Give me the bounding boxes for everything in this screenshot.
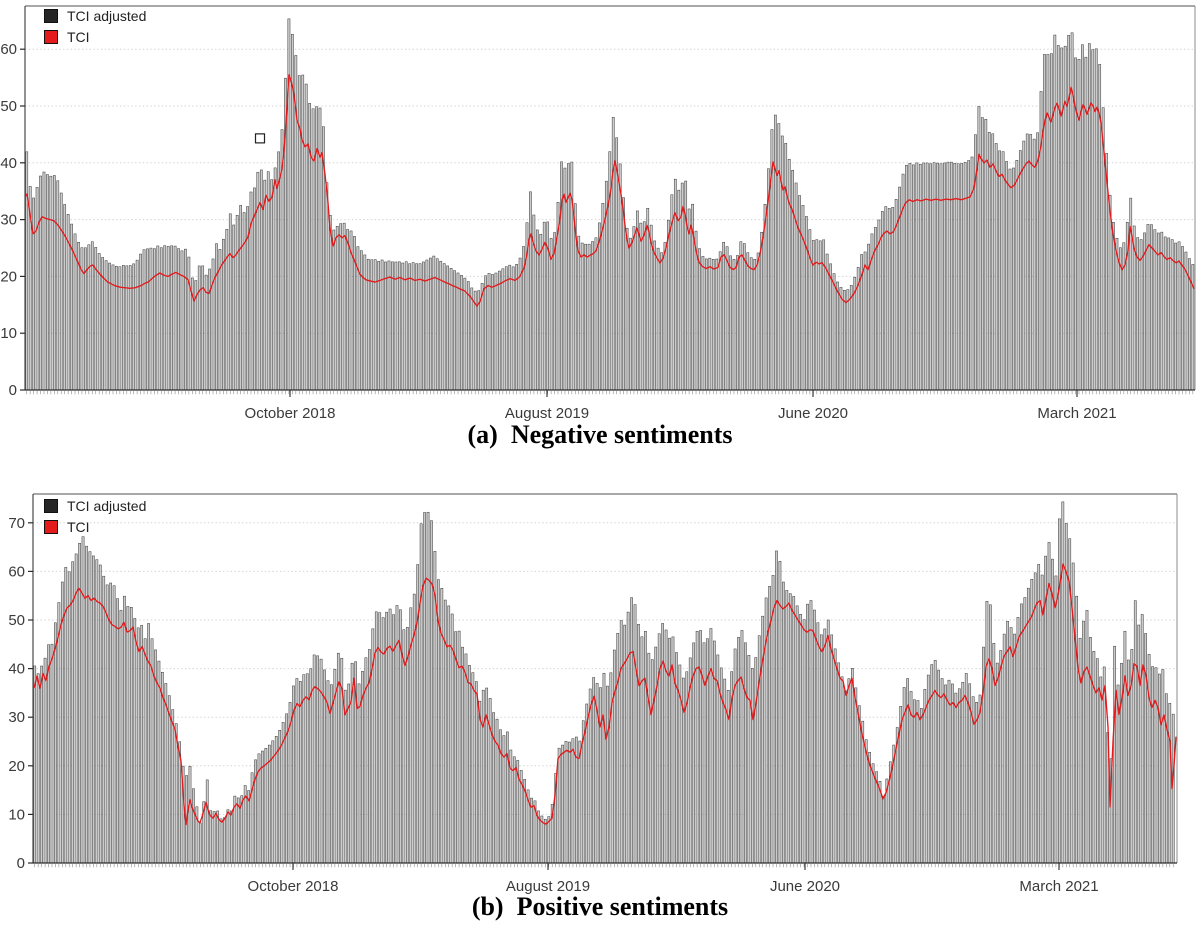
y-tick-label-20: 20	[0, 268, 17, 285]
chart-canvas-negative: 0 10 20 30 40 50 60 October 2018 August 2019 June…	[0, 5, 1196, 422]
y-tick-label-40: 40	[0, 155, 17, 172]
x-tick-label: June 2020	[778, 405, 848, 422]
chart-canvas-positive: 0 10 20 30 40 50 60 70 October 2018 August 2019 Ju…	[8, 493, 1178, 895]
x-tick-label: October 2018	[248, 878, 339, 895]
y-tick-label-50: 50	[0, 98, 17, 115]
y-tick-label-30: 30	[8, 709, 25, 726]
tci-line-positive	[33, 563, 1177, 826]
x-tick-label: March 2021	[1037, 405, 1116, 422]
y-tick-label-10: 10	[0, 325, 17, 342]
y-tick-label-0: 0	[9, 382, 17, 399]
x-tick-label: June 2020	[770, 878, 840, 895]
open-square-marker	[254, 133, 266, 144]
y-tick-label-20: 20	[8, 758, 25, 775]
y-tick-label-10: 10	[8, 806, 25, 823]
y-tick-label-40: 40	[8, 661, 25, 678]
x-tick-label: August 2019	[506, 878, 590, 895]
tci-line-negative	[24, 74, 1195, 307]
x-tick-label: August 2019	[505, 405, 589, 422]
y-tick-label-0: 0	[17, 855, 25, 872]
x-tick-label: October 2018	[245, 405, 336, 422]
panel-negative-sentiments: 0 10 20 30 40 50 60 October 2018 August 2019 June…	[0, 5, 1196, 449]
panel-positive-sentiments: 0 10 20 30 40 50 60 70 October 2018 August 2019 Ju…	[0, 468, 1200, 929]
panel-b-caption: (b) Positive sentiments	[471, 892, 729, 921]
y-tick-label-70: 70	[8, 515, 25, 532]
x-tick-label: March 2021	[1019, 878, 1098, 895]
y-tick-label-60: 60	[8, 563, 25, 580]
y-tick-label-50: 50	[8, 612, 25, 629]
panel-a-caption: (a) Negative sentiments	[467, 420, 733, 449]
tci-adjusted-bars-negative	[25, 18, 1195, 391]
y-tick-label-60: 60	[0, 41, 17, 58]
y-tick-label-30: 30	[0, 212, 17, 229]
